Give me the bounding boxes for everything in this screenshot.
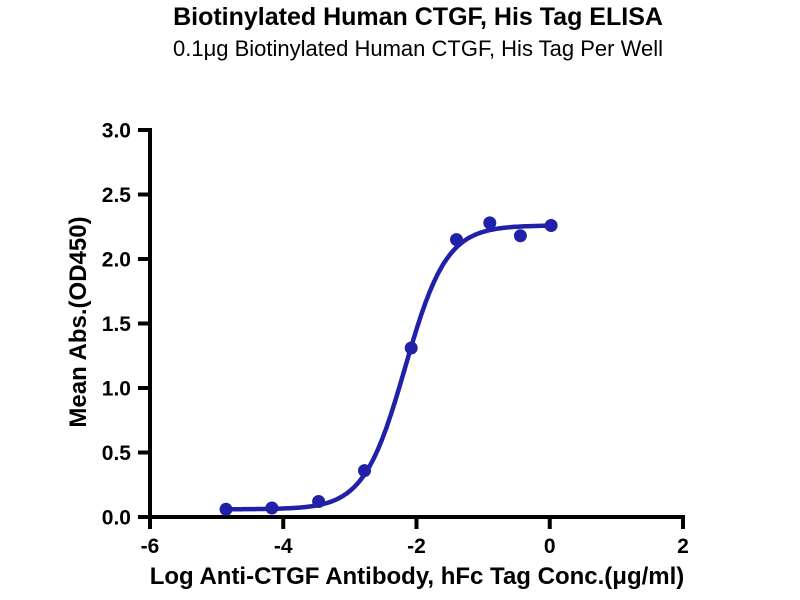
plot-axes-group: -6 -4 -2 0 2 0.0 0.5 1.0 1.5 2.0 2.5 3.0 (102, 120, 689, 559)
data-point (265, 501, 279, 515)
chart-subtitle: 0.1μg Biotinylated Human CTGF, His Tag P… (173, 36, 663, 61)
y-tick-label: 2.0 (102, 249, 131, 272)
y-tick-label: 2.5 (102, 184, 132, 207)
y-axis-label: Mean Abs.(OD450) (65, 216, 92, 427)
y-tick-label: 1.0 (102, 378, 131, 401)
x-tick-label: -2 (407, 535, 426, 558)
x-tick-label: 2 (677, 535, 689, 558)
data-point (483, 216, 497, 230)
y-tick-label: 1.5 (102, 313, 132, 336)
x-axis-label: Log Anti-CTGF Antibody, hFc Tag Conc.(μg… (150, 563, 685, 590)
y-tick-label: 0.5 (102, 442, 132, 465)
chart-title: Biotinylated Human CTGF, His Tag ELISA (173, 3, 663, 31)
data-point (358, 464, 371, 478)
data-point (219, 502, 233, 516)
y-tick-label: 3.0 (102, 120, 131, 143)
data-point (513, 229, 527, 243)
y-tick-label: 0.0 (102, 507, 131, 530)
data-point (544, 219, 558, 232)
data-point (312, 495, 326, 508)
fit-curve (223, 223, 554, 512)
data-point (404, 341, 418, 355)
data-point (450, 233, 463, 247)
x-tick-label: -4 (274, 535, 293, 558)
x-tick-label: 0 (544, 535, 556, 558)
x-tick-label: -6 (141, 535, 160, 558)
